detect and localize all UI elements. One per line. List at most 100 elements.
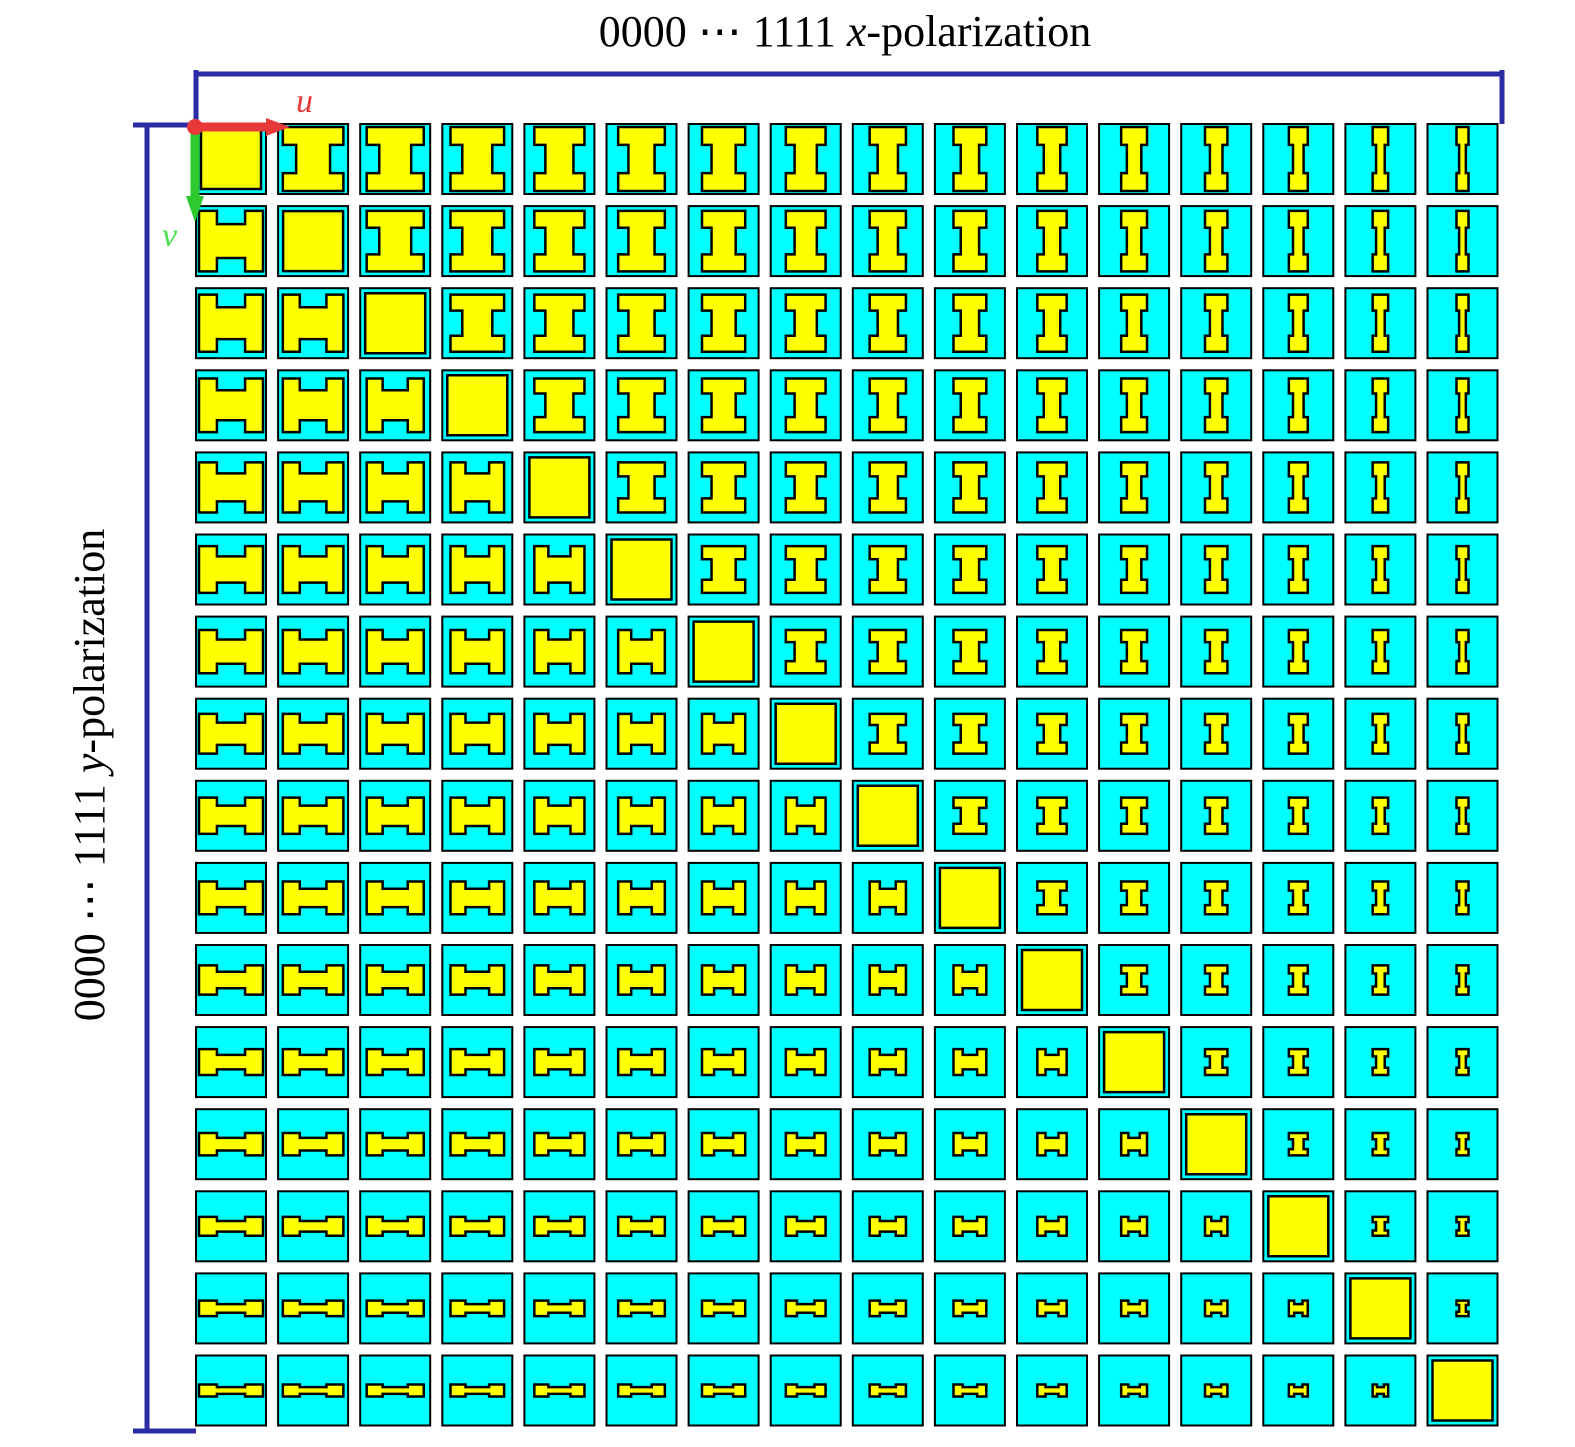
patch	[197, 628, 265, 675]
unit-cell-grid	[195, 123, 1499, 1427]
patch	[197, 712, 265, 755]
cell	[1180, 944, 1253, 1016]
patch	[784, 628, 827, 675]
patch	[1455, 712, 1470, 755]
patch	[197, 461, 265, 514]
patch	[1119, 796, 1149, 836]
x-bracket	[193, 70, 1505, 124]
patch	[1371, 1383, 1390, 1398]
patch	[1455, 293, 1470, 353]
patch	[1036, 544, 1068, 595]
patch	[1287, 461, 1310, 514]
patch	[616, 1131, 667, 1157]
patch	[197, 377, 265, 434]
patch	[616, 1047, 667, 1077]
patch	[1036, 1131, 1068, 1157]
patch	[533, 880, 586, 916]
patch	[1184, 1112, 1248, 1176]
label-var: x	[846, 7, 867, 56]
patch	[281, 1131, 345, 1157]
patch	[1455, 125, 1470, 193]
patch	[281, 125, 345, 193]
patch	[365, 1299, 425, 1318]
patch	[616, 377, 667, 434]
cell	[1180, 1026, 1253, 1099]
patch	[281, 796, 345, 836]
patch	[1119, 880, 1149, 916]
patch	[868, 1131, 908, 1157]
patch	[616, 1299, 667, 1318]
patch	[1455, 1047, 1470, 1077]
patch	[365, 880, 425, 916]
patch	[449, 293, 506, 353]
patch	[700, 209, 747, 273]
patch	[938, 866, 1002, 930]
patch	[449, 125, 506, 193]
patch	[1119, 1215, 1149, 1238]
patch	[1371, 1131, 1390, 1157]
patch	[281, 628, 345, 675]
patch	[1371, 1047, 1390, 1077]
patch	[533, 1047, 586, 1077]
patch	[1287, 1299, 1310, 1318]
patch	[1455, 377, 1470, 434]
patch	[533, 1383, 586, 1398]
patch	[868, 1383, 908, 1398]
patch	[1036, 461, 1068, 514]
patch	[616, 796, 667, 836]
patch	[1119, 544, 1149, 595]
patch	[1119, 377, 1149, 434]
patch	[616, 461, 667, 514]
patch	[365, 125, 425, 193]
patch	[365, 712, 425, 755]
patch	[952, 209, 988, 273]
patch	[700, 1131, 747, 1157]
patch	[365, 1383, 425, 1398]
patch	[449, 1215, 506, 1238]
patch	[868, 125, 908, 193]
patch	[784, 964, 827, 996]
patch	[868, 712, 908, 755]
patch	[1287, 1047, 1310, 1077]
patch	[616, 209, 667, 273]
y-bracket	[133, 122, 196, 1434]
patch	[199, 127, 263, 191]
patch	[1371, 964, 1390, 996]
patch	[1203, 125, 1229, 193]
patch	[952, 125, 988, 193]
patch	[700, 544, 747, 595]
patch	[616, 712, 667, 755]
patch	[868, 544, 908, 595]
patch	[868, 1299, 908, 1318]
patch	[610, 538, 673, 601]
patch	[1203, 1299, 1229, 1318]
patch	[449, 461, 506, 514]
patch	[449, 1383, 506, 1398]
patch	[446, 374, 509, 437]
patch	[1455, 461, 1470, 514]
cell	[1426, 861, 1499, 934]
patch	[1287, 544, 1310, 595]
patch	[533, 796, 586, 836]
cell	[1344, 1108, 1417, 1181]
cell	[851, 1354, 924, 1427]
patch	[868, 628, 908, 675]
patch	[365, 964, 425, 996]
patch	[952, 1215, 988, 1238]
patch	[281, 1047, 345, 1077]
patch	[692, 620, 755, 683]
patch	[1349, 1277, 1412, 1340]
patch	[1203, 377, 1229, 434]
label-text: 0000 ⋯ 1111	[65, 773, 114, 1021]
cell	[1262, 1108, 1335, 1181]
patch	[1203, 544, 1229, 595]
patch	[533, 209, 586, 273]
patch	[1036, 293, 1068, 353]
label-text: -polarization	[866, 7, 1091, 56]
patch	[1287, 1131, 1310, 1157]
cell	[1180, 615, 1253, 688]
patch	[700, 1383, 747, 1398]
patch	[533, 125, 586, 193]
patch	[616, 964, 667, 996]
